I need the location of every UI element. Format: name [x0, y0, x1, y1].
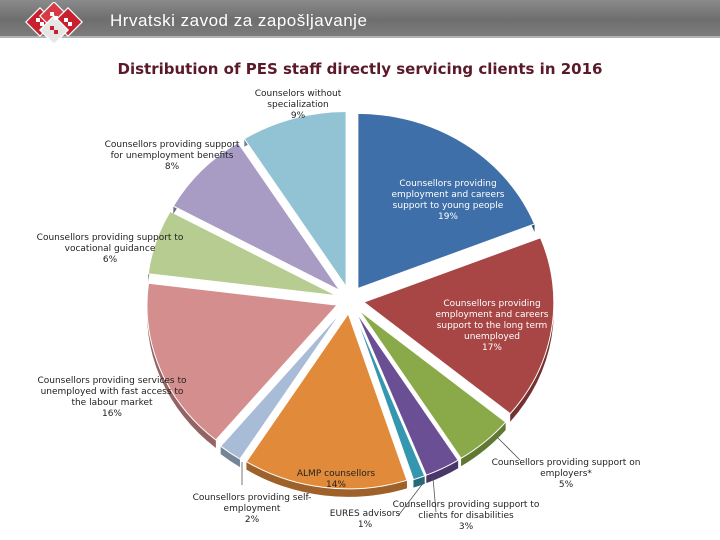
slice-label-line: 5% [559, 480, 574, 490]
pie-slice-4 [355, 312, 459, 484]
slice-label-line: 14% [326, 480, 346, 490]
slice-label-line: 9% [291, 111, 306, 121]
pie-slice-11 [243, 111, 347, 289]
slice-label-line: Counsellors providing support [105, 140, 240, 150]
slice-label-line: unemployed [464, 332, 520, 342]
pie-slice-side [461, 422, 506, 467]
slice-label-line: 16% [102, 409, 122, 419]
slice-label-4: Counsellors providing support to clients … [393, 500, 540, 532]
pie-slice-side [220, 446, 240, 468]
pie-slice-1 [357, 112, 536, 290]
pie-slice-top [147, 210, 337, 297]
pie-slice-9 [147, 210, 337, 297]
slice-label-line: unemployed with fast access to [41, 387, 184, 397]
slice-label-line: employment and careers [436, 310, 549, 320]
slice-label-line: Counsellors providing [443, 299, 540, 309]
pie-slice-side [426, 460, 459, 484]
slice-label-line: Counsellors providing support to [393, 500, 540, 510]
slice-label-8: Counsellors providing services to unemplo… [37, 376, 187, 419]
slice-label-9: Counsellors providing support to vocation… [37, 233, 184, 265]
chart-title: Distribution of PES staff directly servi… [117, 60, 603, 78]
slice-label-line: 6% [103, 255, 118, 265]
pie-slice-top [146, 282, 339, 441]
pie-slice-top [362, 237, 555, 415]
leader-line [496, 436, 521, 461]
slice-label-10: Counsellors providing support for unemplo… [105, 140, 240, 172]
slice-label-line: Counsellors providing [399, 179, 496, 189]
hzz-logo [25, 2, 83, 45]
slice-label-5: EURES advisors 1% [330, 509, 401, 530]
slice-label-line: Counsellors providing support to [37, 233, 184, 243]
slice-label-line: support to the long term [437, 321, 548, 331]
slice-label-line: Counselors without [255, 89, 342, 99]
slice-label-line: for unemployment benefits [111, 151, 234, 161]
slice-label-line: clients for disabilities [418, 511, 514, 521]
pie-slice-side [510, 237, 554, 422]
slice-label-line: employment [224, 504, 281, 514]
pie-slice-top [355, 312, 459, 476]
slice-label-line: Counsellors providing self- [193, 493, 312, 503]
slice-label-line: employment and careers [392, 190, 505, 200]
header-bar [0, 0, 720, 36]
slice-label-3: Counsellors providing support on employer… [492, 458, 641, 490]
slice-label-line: specialization [267, 100, 328, 110]
slice-label-11: Counselors without specialization 9% [255, 89, 342, 121]
slice-label-7: Counsellors providing self-employment 2% [193, 493, 312, 525]
slice-label-line: 17% [482, 343, 502, 353]
slice-label-line: Counsellors providing support on [492, 458, 641, 468]
header-title: Hrvatski zavod za zapošljavanje [110, 11, 368, 30]
slice-label-line: Counsellors providing services to [37, 376, 187, 386]
pie-slice-top [357, 112, 536, 290]
slice-label-line: 8% [165, 162, 180, 172]
slice-label-line: 19% [438, 212, 458, 222]
pie-slice-2 [362, 237, 555, 422]
slice-label-line: employers* [540, 469, 592, 479]
slice-label-line: support to young people [393, 201, 504, 211]
pie-slice-top [243, 111, 347, 289]
leader-line [432, 477, 437, 513]
pie-slice-top [245, 312, 408, 490]
pie-slice-top [219, 310, 343, 460]
slice-label-line: 1% [358, 520, 373, 530]
slice-label-6: ALMP counsellors 14% [297, 469, 376, 490]
leader-line [397, 481, 425, 517]
slice-label-2: Counsellors providing employment and care… [436, 299, 549, 353]
header-divider [0, 36, 720, 38]
pie-slice-top [358, 310, 507, 459]
slice-label-line: EURES advisors [330, 509, 401, 519]
pie-slice-3 [358, 310, 507, 467]
slice-label-line: 3% [459, 522, 474, 532]
pie-slice-7 [219, 310, 343, 468]
pie-slice-top [354, 312, 426, 481]
slice-label-line: the labour market [71, 398, 153, 408]
slice-label-line: vocational guidance [65, 244, 156, 254]
pie-slice-top [172, 141, 341, 291]
slice-label-line: ALMP counsellors [297, 469, 376, 479]
pie-slice-10 [172, 141, 341, 291]
slice-label-1: Counsellors providing employment and care… [392, 179, 505, 222]
slice-label-line: 2% [245, 515, 260, 525]
pie-slice-8 [146, 282, 339, 448]
pie-slice-6 [245, 312, 408, 497]
